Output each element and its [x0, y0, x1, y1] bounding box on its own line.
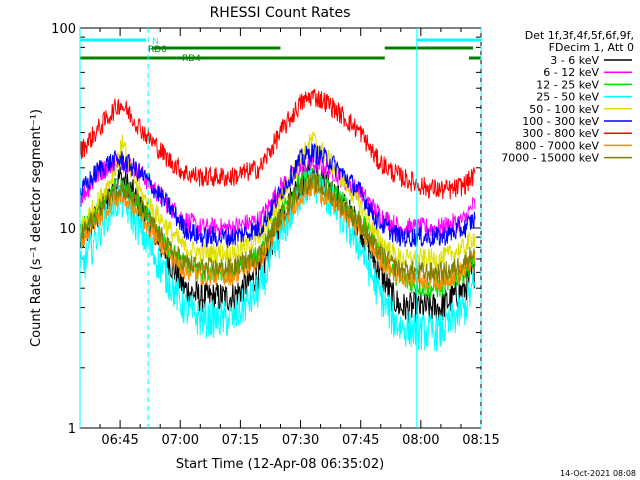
chart-title: RHESSI Count Rates	[210, 5, 351, 21]
status-bar-label: RD0	[148, 45, 167, 55]
footer-date: 14-Oct-2021 08:08	[560, 469, 636, 478]
legend-label: 6 - 12 keV	[543, 66, 599, 79]
y-tick-label: 10	[59, 222, 76, 237]
legend-header: Det 1f,3f,4f,5f,6f,9f,	[525, 29, 634, 42]
x-tick-label: 08:00	[402, 433, 439, 448]
legend: Det 1f,3f,4f,5f,6f,9f,FDecim 1, Att 03 -…	[501, 29, 634, 165]
legend-label: 12 - 25 keV	[536, 78, 599, 91]
legend-label: 3 - 6 keV	[550, 54, 599, 67]
vertical-markers	[79, 28, 482, 428]
legend-header: FDecim 1, Att 0	[549, 41, 634, 54]
series-line	[79, 172, 476, 283]
legend-label: 300 - 800 keV	[522, 127, 599, 140]
series-group	[79, 88, 476, 352]
status-bar-label: N	[152, 37, 159, 47]
x-tick-label: 06:45	[101, 433, 138, 448]
x-tick-label: 08:15	[462, 433, 499, 448]
legend-label: 25 - 50 keV	[536, 91, 599, 104]
x-tick-label: 07:30	[282, 433, 319, 448]
legend-label: 7000 - 15000 keV	[501, 152, 599, 165]
series-line	[79, 143, 476, 248]
x-tick-label: 07:00	[162, 433, 199, 448]
y-tick-label: 1	[68, 422, 76, 437]
legend-label: 100 - 300 keV	[522, 115, 599, 128]
legend-label: 50 - 100 keV	[529, 103, 599, 116]
series-line	[79, 88, 476, 200]
status-bar-label: RD4	[182, 54, 201, 64]
y-tick-label: 100	[51, 22, 76, 37]
x-tick-labels: 06:45 07:00 07:15 07:30 07:45 08:00 08:15	[101, 433, 499, 448]
x-tick-label: 07:45	[342, 433, 379, 448]
y-tick-labels: 1 10 100	[51, 22, 76, 437]
x-axis-label: Start Time (12-Apr-08 06:35:02)	[176, 457, 384, 472]
series-line	[79, 167, 476, 352]
y-axis-label: Count Rate (s⁻¹ detector segment⁻¹)	[29, 109, 44, 347]
legend-label: 800 - 7000 keV	[515, 139, 599, 152]
x-tick-label: 07:15	[222, 433, 259, 448]
